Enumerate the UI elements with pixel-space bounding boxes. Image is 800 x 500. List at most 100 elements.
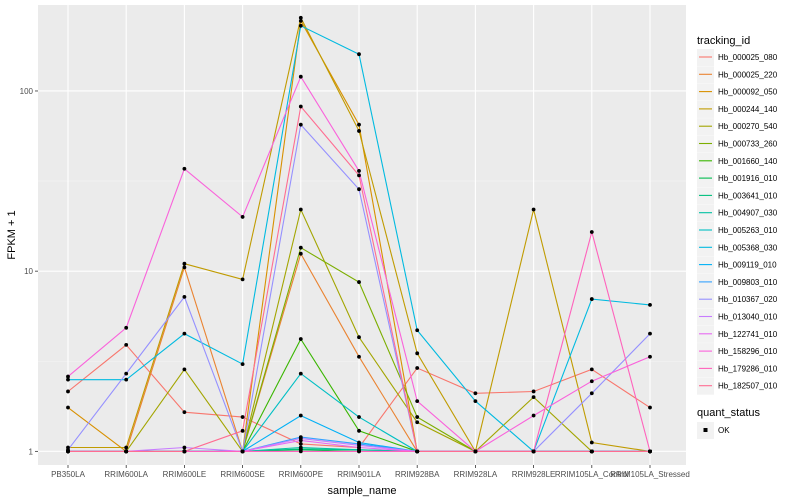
legend-label: Hb_009119_010 xyxy=(718,261,777,270)
data-point xyxy=(357,445,361,450)
data-point xyxy=(298,74,303,79)
legend-label: Hb_158296_010 xyxy=(718,347,778,356)
data-point xyxy=(182,265,187,270)
data-point xyxy=(66,449,70,454)
x-tick-label: PB350LA xyxy=(51,470,85,479)
legend-item: Hb_000244_140 xyxy=(697,100,778,118)
data-point xyxy=(357,122,361,127)
x-tick-label: RRIM928BA xyxy=(395,470,440,479)
data-point xyxy=(298,207,303,212)
legend-item: Hb_000270_540 xyxy=(697,118,778,136)
data-point xyxy=(298,251,303,256)
shape-legend-title: quant_status xyxy=(697,407,760,419)
legend-label: Hb_009803_010 xyxy=(718,278,778,287)
data-point xyxy=(182,294,187,299)
data-point xyxy=(415,420,420,425)
data-point xyxy=(415,449,420,454)
data-point xyxy=(357,52,361,57)
shape-legend-item: OK xyxy=(697,422,730,439)
data-point xyxy=(648,331,652,336)
data-point xyxy=(531,395,536,400)
legend-label: Hb_001660_140 xyxy=(718,157,778,166)
legend-item: Hb_000025_080 xyxy=(697,49,778,66)
data-point xyxy=(357,335,361,340)
data-point xyxy=(531,389,536,394)
data-point xyxy=(415,351,420,356)
data-point xyxy=(589,230,594,234)
data-point xyxy=(66,389,70,394)
data-point xyxy=(240,277,245,282)
y-tick-label: 100 xyxy=(20,87,34,96)
data-point xyxy=(66,374,70,379)
legend: tracking_id Hb_000025_080Hb_000025_220Hb… xyxy=(697,35,778,439)
data-point xyxy=(648,302,652,307)
data-point xyxy=(182,331,187,336)
legend-item: Hb_010367_020 xyxy=(697,291,778,309)
legend-label: Hb_122741_010 xyxy=(718,330,778,339)
legend-label: Hb_000244_140 xyxy=(718,105,778,114)
legend-item: Hb_005368_030 xyxy=(697,239,778,257)
y-axis: 1 10 100 xyxy=(20,87,38,456)
legend-item: Hb_003641_010 xyxy=(697,187,778,205)
x-axis: PB350LA RRIM600LA RRIM600LE RRIM600SE RRIM60… xyxy=(51,465,690,479)
data-point xyxy=(182,449,187,454)
data-point xyxy=(357,280,361,284)
legend-label: Hb_000270_540 xyxy=(718,122,778,131)
data-point xyxy=(240,415,245,419)
data-point xyxy=(182,261,187,266)
legend-label: Hb_000025_080 xyxy=(718,53,778,62)
legend-item: Hb_001660_140 xyxy=(697,152,778,170)
shape-legend-items: OK xyxy=(697,422,730,439)
data-point xyxy=(589,297,594,301)
legend-label: Hb_000025_220 xyxy=(718,70,778,79)
legend-item: Hb_000025_220 xyxy=(697,66,778,84)
data-point xyxy=(298,438,303,443)
data-point xyxy=(182,410,187,415)
data-point xyxy=(473,449,478,454)
data-point xyxy=(357,187,361,192)
legend-item: Hb_004907_030 xyxy=(697,204,778,222)
shape-legend-label: OK xyxy=(718,426,730,435)
x-tick-label: RRIM105LA_Stressed xyxy=(610,470,690,479)
y-tick-label: 10 xyxy=(24,267,33,276)
legend-label: Hb_004907_030 xyxy=(718,209,778,218)
data-point xyxy=(298,18,303,23)
data-point xyxy=(124,377,129,382)
data-point xyxy=(298,449,303,454)
data-point xyxy=(298,445,303,450)
legend-title: tracking_id xyxy=(697,35,750,47)
x-tick-label: RRIM901LA xyxy=(337,470,381,479)
legend-label: Hb_005263_010 xyxy=(718,226,778,235)
data-point xyxy=(473,391,478,396)
data-point xyxy=(298,413,303,418)
data-point xyxy=(298,104,303,109)
y-tick-label: 1 xyxy=(29,447,34,456)
x-tick-label: RRIM928LE xyxy=(512,470,556,479)
data-point xyxy=(298,337,303,341)
square-icon xyxy=(703,428,708,432)
data-point xyxy=(357,354,361,359)
legend-item: Hb_001916_010 xyxy=(697,170,778,188)
legend-item: Hb_179286_010 xyxy=(697,360,778,378)
series-points xyxy=(66,15,652,454)
legend-items: Hb_000025_080 Hb_000025_220 Hb_000092_050 H… xyxy=(697,49,778,395)
legend-label: Hb_003641_010 xyxy=(718,191,778,200)
legend-label: Hb_179286_010 xyxy=(718,364,778,373)
data-point xyxy=(298,441,303,446)
data-point xyxy=(531,449,536,454)
data-point xyxy=(589,391,594,396)
data-point xyxy=(357,428,361,433)
data-point xyxy=(357,129,361,133)
data-point xyxy=(124,325,129,330)
data-point xyxy=(298,371,303,376)
data-point xyxy=(124,449,129,454)
data-point xyxy=(589,449,594,454)
legend-label: Hb_000733_260 xyxy=(718,140,778,149)
legend-item: Hb_158296_010 xyxy=(697,343,778,361)
legend-label: Hb_013040_010 xyxy=(718,313,778,322)
x-tick-label: RRIM928LA xyxy=(454,470,498,479)
x-tick-label: RRIM600SE xyxy=(220,470,264,479)
data-point xyxy=(124,445,129,450)
legend-label: Hb_000092_050 xyxy=(718,88,778,97)
